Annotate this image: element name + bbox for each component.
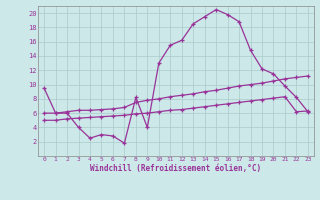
X-axis label: Windchill (Refroidissement éolien,°C): Windchill (Refroidissement éolien,°C)	[91, 164, 261, 173]
